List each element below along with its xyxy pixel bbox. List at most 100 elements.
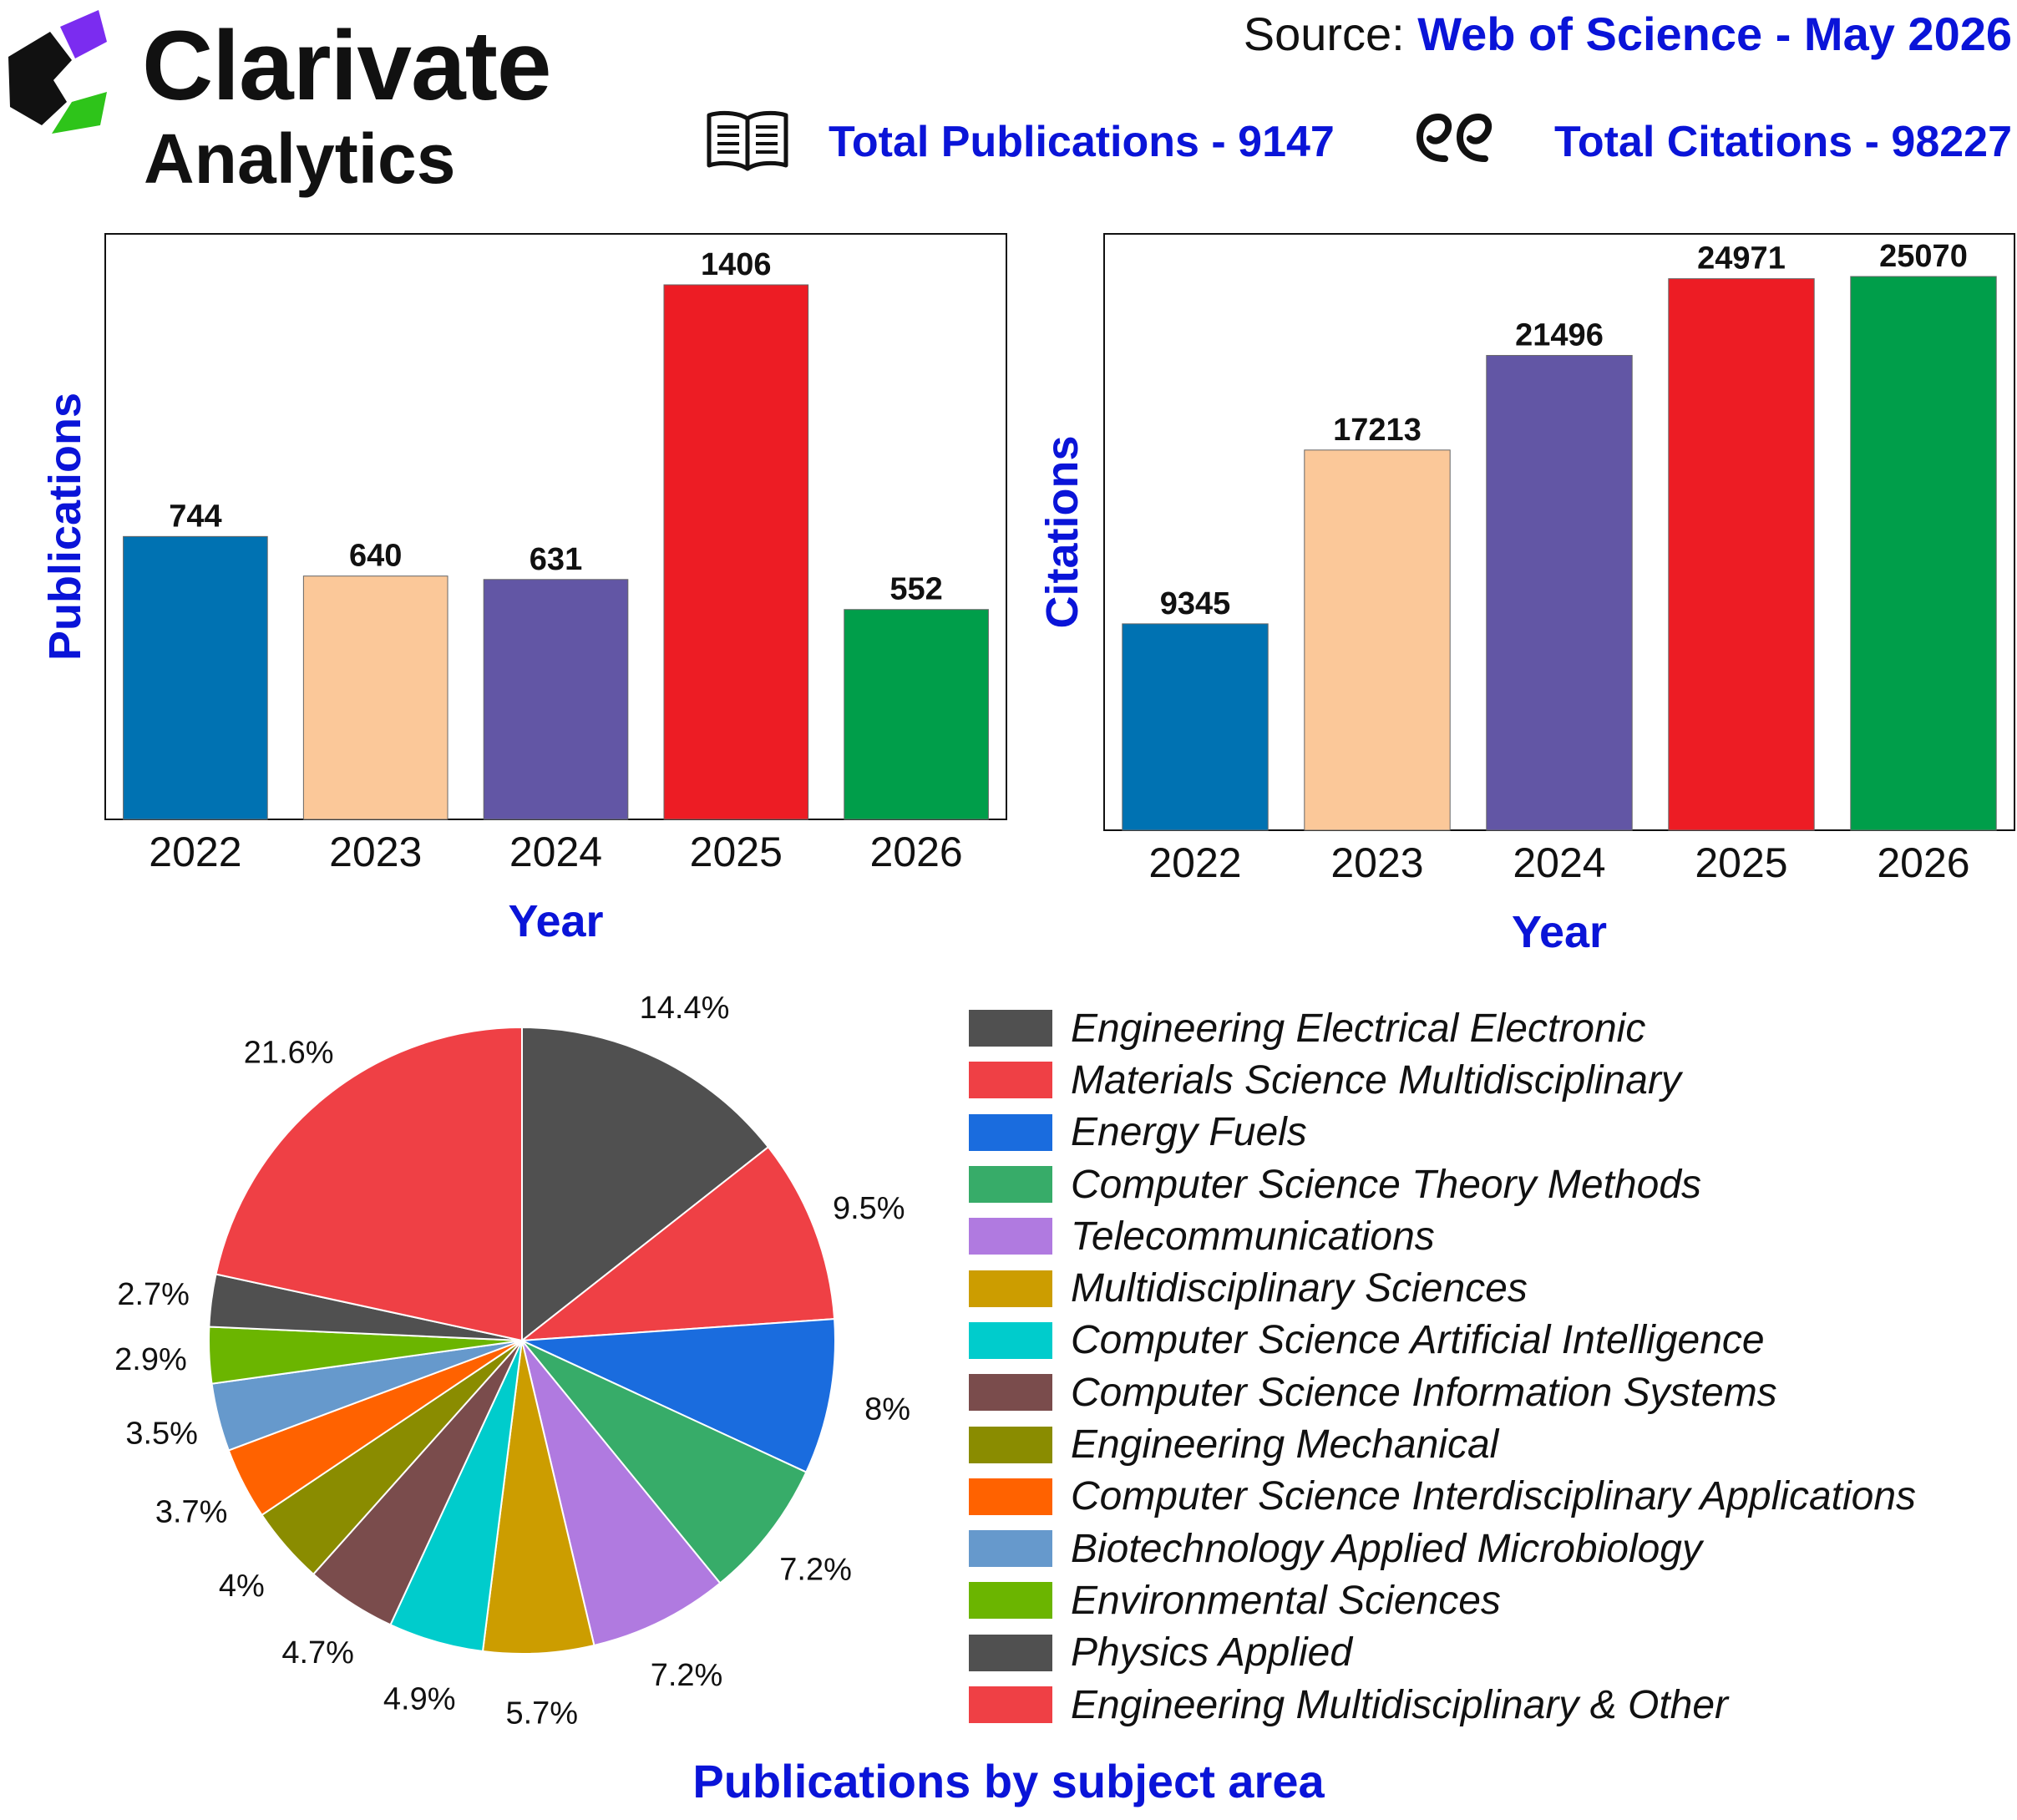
legend-label: Multidisciplinary Sciences — [1071, 1266, 1528, 1311]
legend-item: Energy Fuels — [969, 1107, 1916, 1158]
pie-slice — [519, 1145, 836, 1342]
legend-swatch — [969, 1321, 1052, 1359]
pie-slice — [215, 1026, 523, 1342]
open-book-icon — [707, 110, 788, 171]
legend-item: Computer Science Artificial Intelligence — [969, 1315, 1916, 1366]
pie-value-label: 4.9% — [383, 1682, 456, 1717]
legend-swatch — [969, 1166, 1052, 1204]
legend-label: Telecommunications — [1071, 1214, 1435, 1259]
source-line: Source: Web of Science - May 2026 — [1244, 7, 2012, 61]
pie-value-label: 4.7% — [281, 1635, 354, 1670]
data-label: 744 — [169, 499, 221, 534]
legend-swatch — [969, 1113, 1052, 1151]
legend-label: Engineering Mechanical — [1071, 1422, 1499, 1468]
pie-slice — [521, 1318, 836, 1473]
pie-slice — [521, 1340, 808, 1584]
pie-slice — [481, 1340, 595, 1655]
data-label: 24971 — [1697, 241, 1786, 276]
data-label: 25070 — [1879, 239, 1968, 274]
clarivate-logo-icon — [8, 10, 107, 134]
total-citations: Total Citations - 98227 — [1553, 118, 2012, 166]
x-tick-label: 2023 — [1330, 839, 1423, 886]
legend-label: Environmental Sciences — [1071, 1578, 1501, 1623]
legend-item: Environmental Sciences — [969, 1574, 1916, 1626]
pie-value-label: 3.5% — [125, 1416, 198, 1451]
legend-label: Physics Applied — [1071, 1630, 1353, 1676]
source-value: Web of Science - May 2026 — [1417, 8, 2012, 60]
logo-segment-black — [8, 32, 72, 125]
legend-label: Engineering Electrical Electronic — [1071, 1006, 1646, 1051]
data-label: 9345 — [1160, 586, 1231, 621]
bar-2024 — [483, 579, 629, 820]
legend-swatch — [969, 1010, 1052, 1047]
pie-value-label: 5.7% — [505, 1696, 578, 1731]
data-label: 552 — [889, 572, 942, 607]
data-label: 1406 — [701, 247, 772, 282]
legend-item: Computer Science Interdisciplinary Appli… — [969, 1471, 1916, 1523]
x-tick-label: 2024 — [509, 829, 602, 875]
y-axis-label: Citations — [1037, 435, 1087, 628]
pie-value-label: 7.2% — [651, 1658, 723, 1693]
bar-2025 — [663, 284, 809, 820]
legend-item: Biotechnology Applied Microbiology — [969, 1523, 1916, 1574]
legend-label: Materials Science Multidisciplinary — [1071, 1057, 1681, 1103]
legend-item: Computer Science Theory Methods — [969, 1158, 1916, 1210]
legend-item: Engineering Electrical Electronic — [969, 1002, 1916, 1054]
legend-item: Multidisciplinary Sciences — [969, 1262, 1916, 1314]
publications-bar-chart: 744 2022 640 2023 631 2024 1406 2025 552 2026 Year… — [40, 233, 1007, 946]
pie-slice — [521, 1340, 722, 1647]
legend-swatch — [969, 1582, 1052, 1620]
quotation-marks-icon — [1416, 113, 1492, 162]
legend-swatch — [969, 1634, 1052, 1671]
legend-swatch — [969, 1062, 1052, 1099]
legend-item: Materials Science Multidisciplinary — [969, 1054, 1916, 1106]
brand-logo: Clarivate Analytics — [0, 0, 585, 209]
x-tick-label: 2026 — [1877, 839, 1969, 886]
bar-2022 — [1122, 623, 1269, 831]
bar-2025 — [1668, 278, 1815, 831]
legend-label: Computer Science Information Systems — [1071, 1370, 1777, 1415]
pie-slice — [521, 1026, 770, 1343]
x-tick-label: 2025 — [690, 829, 783, 875]
legend-swatch — [969, 1530, 1052, 1568]
legend-swatch — [969, 1270, 1052, 1307]
legend-item: Telecommunications — [969, 1210, 1916, 1262]
legend-label: Energy Fuels — [1071, 1110, 1307, 1155]
legend-swatch — [969, 1218, 1052, 1255]
legend-swatch — [969, 1426, 1052, 1463]
logo-segment-green — [52, 92, 107, 134]
logo-segment-purple — [60, 10, 107, 58]
citations-bar-chart: 9345 2022 17213 2023 21496 2024 24971 2025 25070… — [1037, 233, 2015, 957]
legend-label: Computer Science Interdisciplinary Appli… — [1071, 1474, 1917, 1519]
pie-value-label: 4% — [219, 1569, 265, 1604]
legend-label: Engineering Multidisciplinary & Other — [1071, 1682, 1729, 1727]
total-publications: Total Publications - 9147 — [829, 118, 1335, 166]
data-label: 17213 — [1333, 413, 1422, 448]
legend-label: Computer Science Artificial Intelligence — [1071, 1318, 1765, 1363]
data-label: 640 — [349, 539, 402, 574]
pie-value-label: 2.9% — [114, 1342, 187, 1377]
x-tick-label: 2025 — [1695, 839, 1787, 886]
pie-title: Publications by subject area — [692, 1755, 1325, 1807]
x-tick-label: 2024 — [1513, 839, 1605, 886]
pie-value-label: 8% — [864, 1392, 910, 1427]
subject-area-pie-chart: 14.4% 9.5% 8% 7.2% 7.2% 5.7% 4.9% 4.7% 4% 3.7% 3.5… — [114, 991, 910, 1731]
legend-swatch — [969, 1374, 1052, 1412]
brand-subtitle: Analytics — [144, 119, 456, 198]
bar-2023 — [302, 575, 449, 820]
legend-item: Engineering Mechanical — [969, 1418, 1916, 1470]
bar-2024 — [1486, 355, 1633, 831]
pie-value-label: 21.6% — [244, 1036, 334, 1071]
legend-label: Biotechnology Applied Microbiology — [1071, 1526, 1702, 1571]
legend-item: Physics Applied — [969, 1627, 1916, 1679]
legend-label: Computer Science Theory Methods — [1071, 1162, 1702, 1207]
pie-value-label: 3.7% — [155, 1494, 228, 1529]
pie-value-label: 2.7% — [117, 1277, 190, 1312]
data-label: 631 — [530, 542, 582, 577]
legend-item: Computer Science Information Systems — [969, 1366, 1916, 1418]
x-tick-label: 2022 — [1148, 839, 1241, 886]
legend-swatch — [969, 1478, 1052, 1515]
x-tick-label: 2022 — [149, 829, 241, 875]
pie-value-label: 9.5% — [833, 1191, 905, 1226]
x-axis-label: Year — [1512, 907, 1607, 957]
